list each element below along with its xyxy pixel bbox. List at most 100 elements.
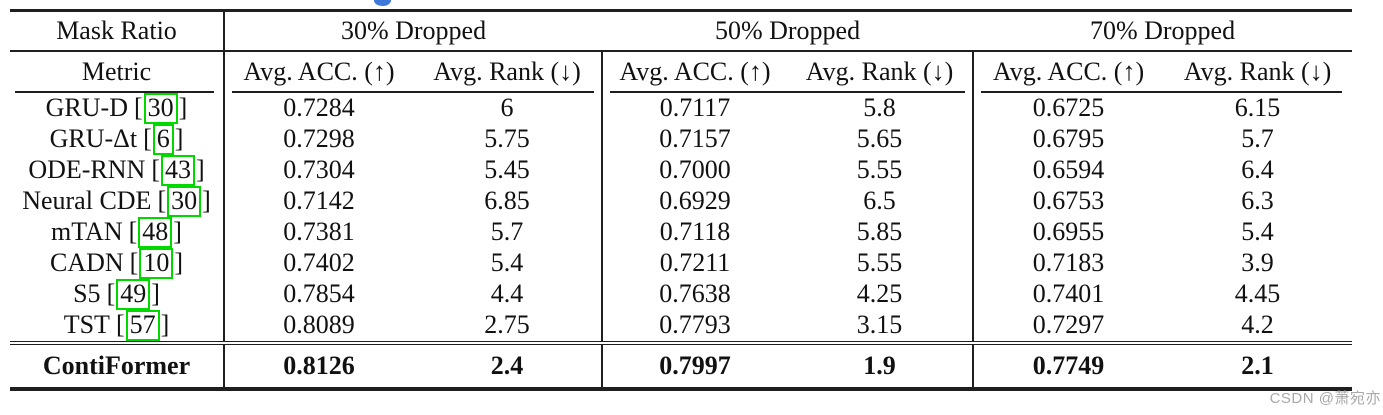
rank-cell-70: 6.15: [1234, 93, 1281, 123]
table-row: S5[49] 0.7854 4.4 0.7638 4.25 0.7401 4.4…: [10, 279, 1352, 310]
model-cell: GRU-D[30]: [10, 93, 225, 124]
citation-link[interactable]: [10]: [129, 248, 183, 279]
model-name: GRU-D: [45, 93, 128, 122]
acc-cell-30: 0.7304: [283, 155, 355, 185]
rank-cell-50: 1.9: [787, 341, 975, 391]
acc-cell-30: 0.7284: [283, 93, 355, 123]
table-row: CADN[10] 0.7402 5.4 0.7211 5.55 0.7183 3…: [10, 248, 1352, 279]
rank-cell-50: 3.15: [787, 310, 975, 343]
citation-number[interactable]: 6: [152, 124, 174, 155]
table-row: Neural CDE[30] 0.7142 6.85 0.6929 6.5 0.…: [10, 186, 1352, 217]
bracket: [: [129, 248, 139, 277]
rank-cell-50: 6.5: [787, 186, 975, 217]
table-row: TST[57] 0.8089 2.75 0.7793 3.15 0.7297 4…: [10, 310, 1352, 343]
rank-cell-70: 2.1: [1163, 341, 1353, 391]
citation-number[interactable]: 43: [161, 155, 195, 186]
acc-cell-50: 0.7211: [659, 248, 731, 278]
acc-header-70: Avg. ACC. (↑): [973, 51, 1164, 93]
citation-link[interactable]: [30]: [134, 93, 188, 124]
bracket: ]: [173, 217, 182, 246]
model-name: ODE-RNN: [28, 155, 146, 184]
citation-number[interactable]: 49: [116, 279, 151, 310]
link-dot-artifact: [374, 0, 391, 6]
rank-header-50: Avg. Rank (↓): [787, 51, 975, 93]
acc-cell-70: 0.7749: [973, 341, 1164, 391]
acc-cell-70: 0.6955: [1032, 217, 1105, 247]
acc-cell-70: 0.6725: [1032, 93, 1105, 123]
model-cell: mTAN[48]: [10, 217, 225, 248]
acc-cell-50: 0.6929: [659, 186, 731, 216]
rank-cell-70: 5.4: [1241, 217, 1274, 247]
results-table: Mask Ratio 30% Dropped 50% Dropped 70% D…: [10, 9, 1353, 391]
rank-cell-50: 5.55: [787, 248, 975, 279]
rank-cell-70: 5.7: [1241, 124, 1274, 154]
acc-cell-50: 0.7000: [659, 155, 731, 185]
acc-cell-50: 0.7157: [659, 124, 731, 154]
citation-number[interactable]: 30: [143, 93, 178, 124]
rank-cell-30: 6: [413, 93, 604, 124]
rank-cell-70: 4.45: [1234, 279, 1281, 309]
rank-cell-30: 4.4: [413, 279, 604, 310]
acc-cell-30: 0.7854: [283, 279, 355, 309]
acc-cell-50: 0.7793: [659, 310, 731, 340]
acc-cell-70: 0.6594: [1032, 155, 1105, 185]
citation-number[interactable]: 10: [139, 248, 174, 279]
bracket: ]: [178, 93, 188, 122]
rank-header-30: Avg. Rank (↓): [413, 51, 604, 93]
acc-cell-30: 0.7402: [283, 248, 355, 278]
acc-cell-30: 0.7142: [283, 186, 355, 216]
citation-link[interactable]: [43]: [151, 155, 205, 186]
model-name: Neural CDE: [22, 186, 152, 215]
citation-number[interactable]: 30: [167, 186, 202, 217]
citation-link[interactable]: [48]: [129, 217, 182, 248]
bracket: ]: [151, 279, 160, 308]
acc-cell-30: 0.7298: [283, 124, 355, 154]
bracket: ]: [202, 186, 211, 215]
citation-number[interactable]: 48: [138, 217, 173, 248]
model-cell: ODE-RNN[43]: [10, 155, 225, 186]
table-row: GRU-D[30] 0.7284 6 0.7117 5.8 0.6725 6.1…: [10, 93, 1352, 124]
group-header-50: 50% Dropped: [602, 9, 974, 52]
rank-cell-70: 6.4: [1241, 155, 1274, 185]
model-name: mTAN: [51, 217, 123, 246]
model-cell: CADN[10]: [10, 248, 225, 279]
model-name: S5: [73, 279, 101, 308]
model-cell: Neural CDE[30]: [10, 186, 225, 217]
rank-cell-70: 3.9: [1241, 248, 1274, 278]
group-header-30: 30% Dropped: [224, 9, 603, 52]
model-name: CADN: [49, 248, 124, 277]
model-name: TST: [63, 310, 110, 339]
rank-cell-70: 6.3: [1241, 186, 1274, 216]
metric-header-row: Metric Avg. ACC. (↑) Avg. Rank (↓) Avg. …: [10, 51, 1353, 93]
bracket: [: [151, 155, 160, 184]
rank-header-70: Avg. Rank (↓): [1163, 51, 1353, 93]
metric-label: Metric: [10, 51, 225, 93]
rank-cell-30: 2.4: [413, 341, 604, 391]
citation-link[interactable]: [57]: [116, 310, 169, 341]
rank-cell-30: 5.7: [413, 217, 604, 248]
rank-cell-50: 4.25: [787, 279, 975, 310]
model-cell: ContiFormer: [10, 341, 225, 391]
acc-cell-70: 0.7401: [1032, 279, 1105, 309]
acc-cell-70: 0.7297: [1032, 310, 1105, 340]
citation-link[interactable]: [49]: [106, 279, 160, 310]
rank-cell-30: 5.45: [413, 155, 604, 186]
table-row: mTAN[48] 0.7381 5.7 0.7118 5.85 0.6955 5…: [10, 217, 1352, 248]
acc-cell-70: 0.7183: [1032, 248, 1105, 278]
model-cell: TST[57]: [10, 310, 225, 343]
rank-cell-30: 5.75: [413, 124, 604, 155]
group-header-70: 70% Dropped: [973, 9, 1353, 52]
acc-cell-30: 0.8089: [283, 310, 355, 340]
rank-cell-30: 2.75: [413, 310, 604, 343]
watermark: CSDN @萧宛亦: [1269, 390, 1381, 407]
bracket: ]: [174, 248, 183, 277]
contiformer-row: ContiFormer 0.8126 2.4 0.7997 1.9 0.7749…: [10, 341, 1353, 391]
citation-link[interactable]: [6]: [143, 124, 183, 155]
bracket: [: [106, 279, 116, 308]
acc-cell-70: 0.6795: [1032, 124, 1105, 154]
citation-number[interactable]: 57: [125, 310, 160, 341]
citation-link[interactable]: [30]: [157, 186, 211, 217]
acc-cell-50: 0.7117: [659, 93, 731, 123]
acc-cell-30: 0.7381: [283, 217, 355, 247]
bracket: ]: [196, 155, 205, 184]
